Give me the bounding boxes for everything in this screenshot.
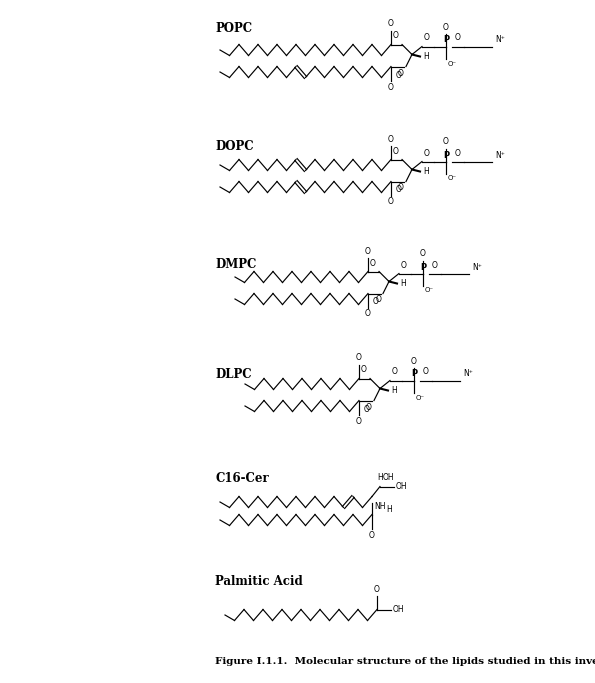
Text: O: O [411,357,417,365]
Text: O⁻: O⁻ [425,288,434,294]
Text: O: O [455,33,461,42]
Text: O: O [424,33,430,42]
Text: O: O [365,247,371,255]
Text: O: O [396,186,402,195]
Text: NH: NH [374,502,386,511]
Text: OH: OH [396,482,408,491]
Text: H: H [386,505,392,514]
Text: H: H [423,52,429,61]
Text: O: O [361,365,367,374]
Text: H: H [377,473,383,482]
Text: H: H [423,167,429,176]
Text: H: H [400,279,406,288]
Text: O: O [388,20,394,29]
Text: O⁻: O⁻ [448,176,457,182]
Text: O: O [420,249,426,258]
Text: O: O [388,197,394,206]
Text: C16-Cer: C16-Cer [215,472,269,485]
Text: DMPC: DMPC [215,258,256,271]
Text: O: O [373,298,379,307]
Text: OH: OH [393,605,405,614]
Text: O: O [393,31,399,40]
Text: P: P [443,150,449,160]
Text: O: O [432,260,438,270]
Text: O: O [443,23,449,31]
Text: O: O [369,531,375,540]
Text: DLPC: DLPC [215,368,252,381]
Text: O: O [401,260,407,270]
Text: DOPC: DOPC [215,140,253,153]
Text: O: O [393,146,399,156]
Text: Palmitic Acid: Palmitic Acid [215,575,303,588]
Text: O: O [356,354,362,363]
Text: N⁺: N⁺ [495,150,505,160]
Text: O: O [396,70,402,79]
Text: Figure I.1.1.  Molecular structure of the lipids studied in this investigation.: Figure I.1.1. Molecular structure of the… [215,657,595,666]
Text: O: O [443,137,449,146]
Text: O: O [356,417,362,426]
Text: P: P [411,370,417,378]
Text: O: O [398,68,404,77]
Text: O⁻: O⁻ [448,61,457,66]
Text: O: O [364,404,370,413]
Text: N⁺: N⁺ [495,36,505,44]
Text: O: O [370,258,376,268]
Text: N⁺: N⁺ [472,262,482,272]
Text: P: P [443,36,449,44]
Text: O: O [392,367,398,376]
Text: H: H [391,386,397,395]
Text: P: P [420,262,426,272]
Text: POPC: POPC [215,22,252,35]
Text: O: O [366,402,372,411]
Text: O: O [424,148,430,158]
Text: O: O [388,135,394,143]
Text: O: O [455,148,461,158]
Text: O: O [375,296,381,305]
Text: O: O [423,367,429,376]
Text: O: O [374,585,380,594]
Text: OH: OH [383,473,394,482]
Text: O⁻: O⁻ [416,395,425,400]
Text: O: O [388,83,394,92]
Text: O: O [365,309,371,318]
Text: N⁺: N⁺ [463,370,473,378]
Text: O: O [398,184,404,193]
